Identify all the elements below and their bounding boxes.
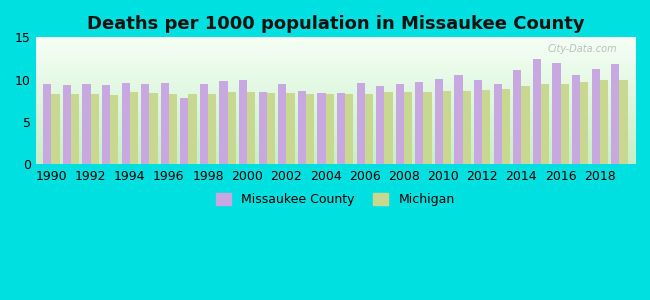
- Bar: [463, 91, 471, 164]
- Bar: [141, 84, 150, 164]
- Bar: [150, 93, 157, 164]
- Bar: [415, 82, 424, 164]
- Bar: [188, 94, 197, 164]
- Bar: [611, 64, 619, 164]
- Bar: [287, 93, 294, 164]
- Bar: [220, 81, 228, 164]
- Bar: [376, 85, 384, 164]
- Bar: [278, 84, 287, 164]
- Bar: [83, 84, 90, 164]
- Bar: [619, 80, 627, 164]
- Bar: [266, 93, 275, 164]
- Title: Deaths per 1000 population in Missaukee County: Deaths per 1000 population in Missaukee …: [86, 15, 584, 33]
- Bar: [259, 92, 266, 164]
- Bar: [365, 94, 373, 164]
- Bar: [71, 94, 79, 164]
- Bar: [306, 94, 314, 164]
- Bar: [404, 92, 412, 164]
- Bar: [482, 90, 491, 164]
- Bar: [161, 83, 169, 164]
- Bar: [317, 93, 326, 164]
- Bar: [180, 98, 188, 164]
- Bar: [200, 84, 208, 164]
- Bar: [533, 59, 541, 164]
- Bar: [502, 89, 510, 164]
- Bar: [474, 80, 482, 164]
- Bar: [435, 79, 443, 164]
- Bar: [580, 82, 588, 164]
- Text: City-Data.com: City-Data.com: [547, 44, 617, 54]
- Bar: [541, 84, 549, 164]
- Bar: [337, 93, 345, 164]
- Bar: [443, 92, 451, 164]
- Bar: [560, 84, 569, 164]
- Bar: [552, 63, 560, 164]
- Bar: [169, 94, 177, 164]
- Bar: [454, 75, 463, 164]
- Bar: [51, 94, 60, 164]
- Bar: [239, 80, 247, 164]
- Bar: [592, 70, 600, 164]
- Bar: [110, 95, 118, 164]
- Bar: [298, 91, 306, 164]
- Bar: [493, 84, 502, 164]
- Bar: [521, 85, 530, 164]
- Bar: [102, 85, 110, 164]
- Bar: [345, 94, 354, 164]
- Bar: [600, 80, 608, 164]
- Bar: [122, 83, 130, 164]
- Bar: [227, 92, 236, 164]
- Bar: [396, 84, 404, 164]
- Legend: Missaukee County, Michigan: Missaukee County, Michigan: [211, 188, 460, 211]
- Bar: [90, 94, 99, 164]
- Bar: [326, 94, 334, 164]
- Bar: [247, 92, 255, 164]
- Bar: [356, 83, 365, 164]
- Bar: [63, 85, 71, 164]
- Bar: [43, 84, 51, 164]
- Bar: [208, 94, 216, 164]
- Bar: [424, 92, 432, 164]
- Bar: [514, 70, 521, 164]
- Bar: [572, 75, 580, 164]
- Bar: [384, 92, 393, 164]
- Bar: [130, 92, 138, 164]
